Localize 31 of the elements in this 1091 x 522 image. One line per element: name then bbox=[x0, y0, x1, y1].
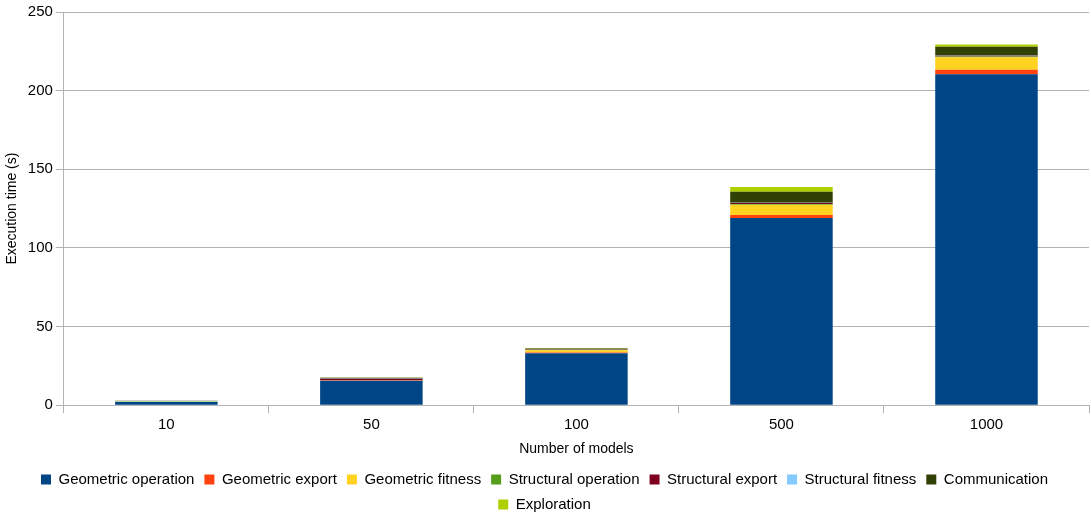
legend-label: Structural export bbox=[667, 469, 778, 487]
y-tick-label: 150 bbox=[27, 159, 53, 177]
legend-label: Geometric fitness bbox=[364, 469, 482, 487]
legend-label: Geometric export bbox=[221, 469, 338, 487]
y-tick-label: 250 bbox=[27, 2, 53, 20]
legend-label: Structural fitness bbox=[804, 469, 917, 487]
y-axis-title: Execution time (s) bbox=[3, 152, 20, 265]
bar bbox=[935, 74, 1038, 405]
x-tick-label: 500 bbox=[768, 415, 794, 433]
bar bbox=[525, 353, 628, 405]
x-tick-label: 50 bbox=[363, 415, 380, 433]
x-tick-label: 10 bbox=[158, 415, 175, 433]
y-tick-label: 100 bbox=[27, 238, 53, 256]
bar bbox=[730, 214, 833, 219]
bar bbox=[320, 380, 423, 405]
y-tick-label: 0 bbox=[44, 395, 53, 413]
legend-label: Structural operation bbox=[508, 469, 640, 487]
x-tick-label: 100 bbox=[563, 415, 589, 433]
legend-label: Geometric operation bbox=[58, 469, 195, 487]
bar bbox=[730, 218, 833, 405]
bar bbox=[730, 204, 833, 215]
legend-label: Exploration bbox=[515, 494, 591, 512]
bar bbox=[935, 44, 1038, 47]
bar bbox=[935, 69, 1038, 75]
bar bbox=[935, 57, 1038, 70]
y-tick-label: 50 bbox=[36, 316, 53, 334]
y-tick-label: 200 bbox=[27, 80, 53, 98]
x-axis-title: Number of models bbox=[519, 440, 634, 457]
x-tick-label: 1000 bbox=[969, 415, 1004, 433]
bar bbox=[730, 187, 833, 192]
legend-label: Communication bbox=[943, 469, 1049, 487]
